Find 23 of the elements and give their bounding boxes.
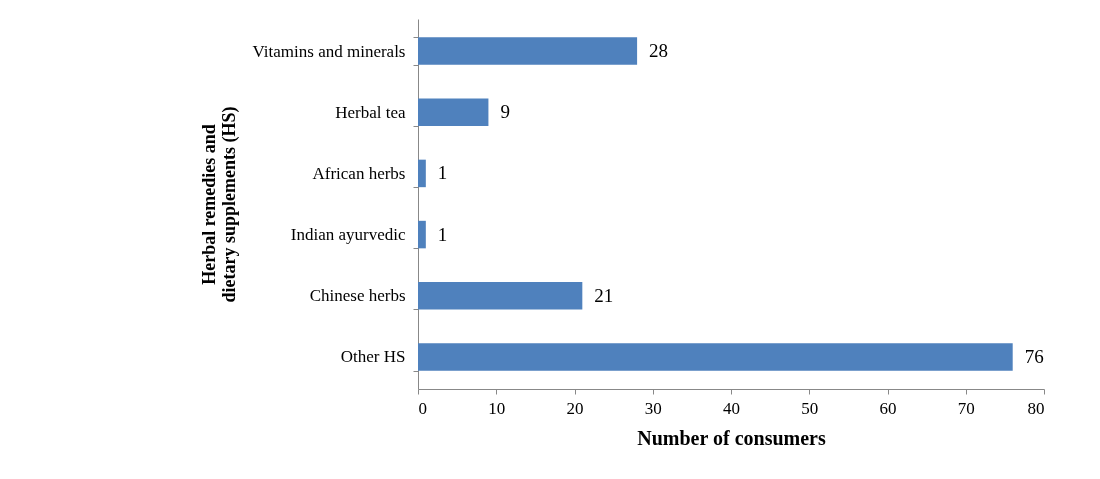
x-tick-label: 10 <box>488 398 506 418</box>
y-tick-label: Vitamins and minerals <box>252 41 406 61</box>
x-tick-label: 60 <box>879 398 897 418</box>
data-label: 21 <box>594 284 614 306</box>
data-label: 1 <box>437 162 448 184</box>
x-tick-label: 30 <box>644 398 662 418</box>
data-label: 76 <box>1024 345 1044 367</box>
data-label: 28 <box>649 40 669 62</box>
y-tick-label: Herbal tea <box>335 102 406 122</box>
data-label: 1 <box>437 223 448 245</box>
y-tick-label: African herbs <box>312 163 406 183</box>
x-tick-label: 40 <box>723 398 740 418</box>
x-tick-label: 70 <box>957 398 975 418</box>
y-tick-label: Other HS <box>340 347 406 367</box>
x-tick-label: 80 <box>1027 398 1045 418</box>
x-tick-label: 0 <box>418 398 427 418</box>
data-label: 9 <box>500 101 510 123</box>
x-tick-label: 50 <box>801 398 819 418</box>
y-axis-title: Herbal remedies and dietary supplements (HS) <box>198 106 240 303</box>
x-tick-label: 20 <box>566 398 584 418</box>
y-tick-label: Chinese herbs <box>309 286 406 306</box>
y-tick-label: Indian ayurvedic <box>290 225 406 245</box>
x-axis-title: Number of consumers <box>637 426 826 449</box>
